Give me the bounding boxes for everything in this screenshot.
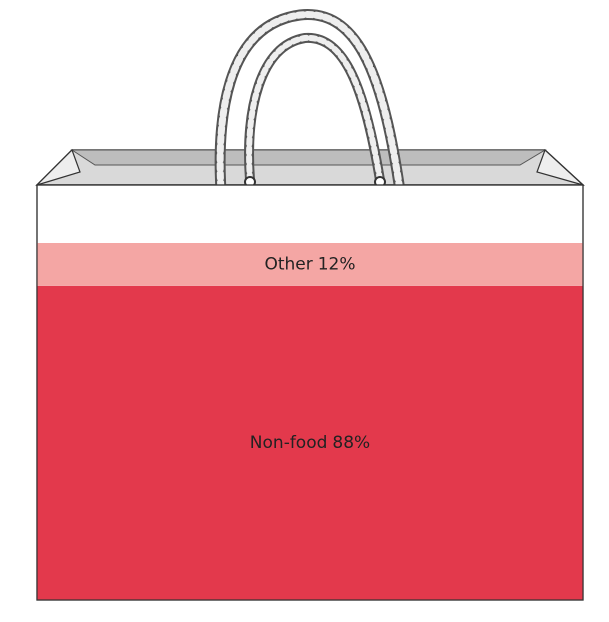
segment-value: 88% [332, 433, 370, 453]
bag-segment [37, 285, 583, 600]
segment-name: Other [264, 254, 312, 274]
bag-outline [36, 184, 584, 601]
segment-name: Non-food [250, 433, 328, 453]
segment-value: 12% [318, 254, 356, 274]
bag-segment [37, 243, 583, 286]
bag-fill: Non-food 88% Other 12% [36, 184, 584, 601]
bag-top [35, 148, 585, 186]
segment-label: Non-food 88% [250, 433, 370, 453]
segment-label: Other 12% [264, 254, 355, 274]
